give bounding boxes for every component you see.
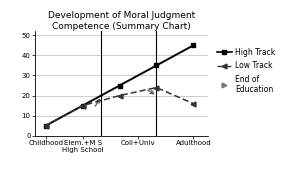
Title: Development of Moral Judgment
Competence (Summary Chart): Development of Moral Judgment Competence… [48, 11, 195, 31]
Legend: High Track, Low Track, End of
Education: High Track, Low Track, End of Education [214, 45, 278, 97]
